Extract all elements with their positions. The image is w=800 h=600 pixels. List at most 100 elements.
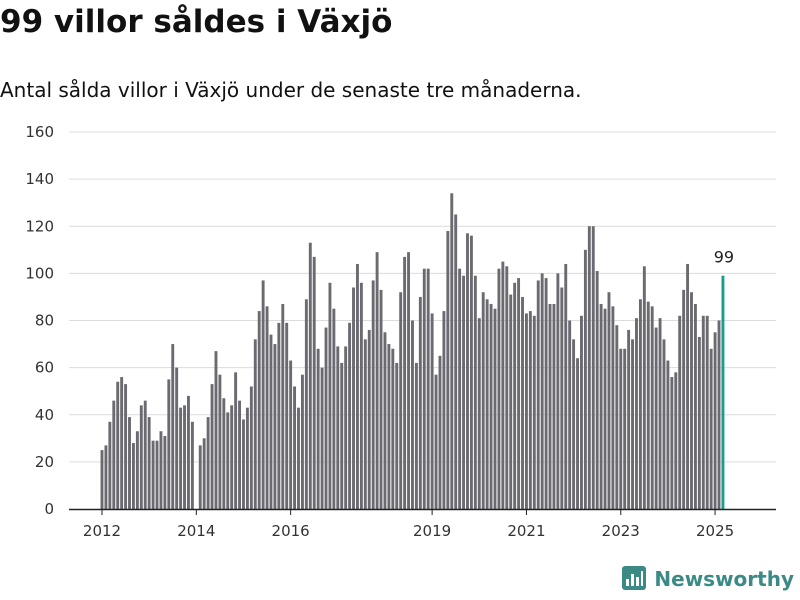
bar — [407, 252, 410, 509]
bar — [375, 252, 379, 509]
y-tick-label: 80 — [35, 312, 54, 330]
bar — [257, 311, 261, 509]
x-tick-label: 2019 — [413, 522, 451, 540]
bar — [245, 407, 249, 509]
bar — [238, 400, 241, 509]
chart-subtitle: Antal sålda villor i Växjö under de sena… — [0, 78, 582, 102]
bar — [422, 268, 426, 509]
brand-logo[interactable]: Newsworthy — [622, 566, 794, 592]
bar — [297, 407, 300, 509]
x-tick-label: 2023 — [602, 522, 640, 540]
highlight-value-label: 99 — [714, 248, 734, 267]
y-tick-label: 100 — [25, 264, 54, 282]
bar — [120, 377, 124, 509]
bar — [139, 405, 143, 509]
bar — [253, 339, 257, 509]
bar — [414, 362, 418, 509]
bar — [336, 346, 340, 509]
bar — [631, 339, 634, 509]
bar — [662, 339, 666, 509]
bar — [477, 318, 481, 509]
bar — [218, 374, 222, 509]
bar — [635, 318, 638, 509]
bar — [544, 278, 548, 509]
brand-name: Newsworthy — [654, 567, 794, 591]
bar — [100, 450, 104, 509]
bar — [438, 355, 442, 509]
bar — [682, 289, 686, 509]
bar-chart: 0 20 40 60 80 100 120 140 160 99 2012 2014 2016 2019 2… — [25, 123, 776, 540]
bar — [108, 421, 112, 509]
bar — [650, 306, 654, 509]
bar — [591, 226, 595, 509]
x-tick-label: 2012 — [83, 522, 121, 540]
bar — [623, 348, 627, 509]
bar — [521, 296, 524, 509]
y-tick-label: 120 — [25, 217, 54, 235]
bar — [426, 268, 430, 509]
x-tick-label: 2025 — [696, 522, 734, 540]
bar — [399, 292, 403, 509]
bar — [458, 268, 462, 509]
bar — [713, 332, 717, 509]
bar — [131, 443, 135, 509]
bar — [143, 400, 147, 509]
bar — [540, 273, 544, 509]
bar — [568, 320, 572, 509]
bar — [454, 214, 458, 509]
bar — [611, 306, 615, 509]
bar — [383, 332, 387, 509]
bar — [249, 386, 253, 509]
bar — [599, 304, 603, 509]
bar-chart-logo-icon — [622, 566, 647, 590]
bar — [693, 304, 697, 509]
bar — [312, 256, 316, 509]
bar — [411, 320, 414, 509]
bar — [576, 358, 579, 509]
bar — [615, 325, 619, 509]
bar — [654, 327, 658, 509]
bar — [340, 362, 344, 509]
y-tick-label: 160 — [25, 123, 54, 141]
bar — [697, 336, 701, 509]
bar — [709, 348, 713, 509]
bar — [528, 311, 532, 509]
bar — [572, 339, 576, 509]
bar — [690, 292, 693, 509]
bar — [163, 435, 167, 509]
bar — [391, 348, 395, 509]
bar — [638, 299, 642, 509]
bar — [517, 278, 521, 509]
bar — [289, 360, 293, 509]
bar — [646, 301, 650, 509]
bar — [222, 398, 226, 509]
bar — [202, 438, 206, 509]
bar — [128, 417, 131, 509]
bar — [285, 322, 289, 509]
bar — [348, 322, 352, 509]
bar — [556, 273, 560, 509]
bar — [273, 344, 277, 509]
bar — [446, 230, 450, 509]
bar — [627, 329, 631, 509]
bar — [316, 348, 320, 509]
bar — [485, 299, 489, 509]
bar — [674, 372, 678, 509]
bar — [489, 304, 493, 509]
bar — [462, 275, 466, 509]
bar — [442, 311, 446, 509]
bar — [190, 421, 194, 509]
bar — [532, 315, 536, 509]
bar — [175, 367, 179, 509]
bar — [124, 384, 128, 509]
bar — [242, 419, 245, 509]
bar — [469, 235, 473, 510]
bar — [112, 400, 116, 509]
y-tick-label: 60 — [35, 359, 54, 377]
bar — [155, 440, 159, 509]
bar — [269, 334, 273, 509]
bar — [678, 315, 682, 509]
bar — [493, 308, 497, 509]
bar — [473, 275, 477, 509]
bar — [116, 381, 120, 509]
